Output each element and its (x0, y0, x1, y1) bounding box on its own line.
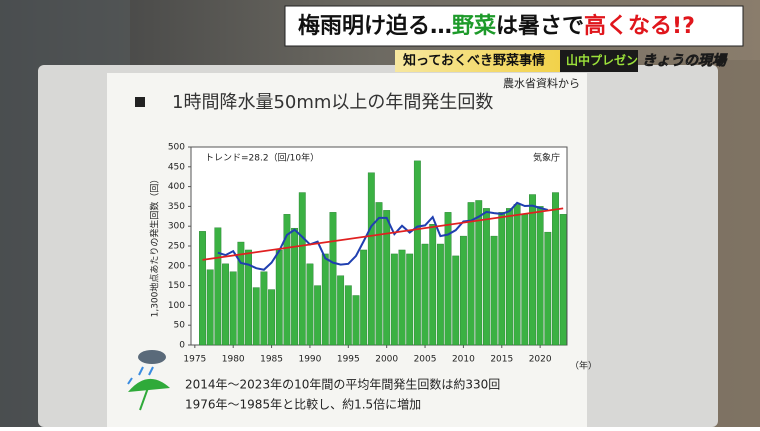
y-tick-label: 250 (168, 242, 185, 252)
x-tick-label: 2015 (490, 355, 513, 365)
bar (436, 243, 444, 346)
bar (390, 253, 398, 346)
bar (490, 235, 498, 346)
y-tick-label: 150 (168, 281, 185, 291)
header-box (284, 5, 744, 47)
bar (483, 208, 490, 346)
bar (321, 253, 329, 346)
bar (360, 249, 368, 346)
bar (275, 249, 283, 346)
x-tick-label: 2000 (375, 355, 398, 365)
y-tick-label: 100 (168, 301, 185, 311)
y-tick-label: 500 (168, 143, 185, 153)
program-logo: きょうの現場 (642, 53, 728, 69)
bar (237, 241, 245, 346)
bar (513, 204, 521, 346)
bar (268, 289, 275, 346)
bar (421, 243, 429, 346)
x-tick-label: 2020 (529, 355, 552, 365)
x-tick-label: 2005 (414, 355, 437, 365)
x-unit: （年） (570, 360, 597, 372)
source: 気象庁 (533, 152, 560, 164)
y-tick-label: 400 (168, 182, 185, 192)
bar (552, 192, 559, 346)
bar (344, 285, 352, 346)
bar (199, 231, 206, 346)
bar (475, 200, 483, 346)
bar (306, 263, 314, 346)
bar (413, 160, 421, 346)
rain-icon (127, 350, 170, 411)
bar (206, 269, 214, 346)
subtitle: 知っておくべき野菜事情 (403, 53, 545, 69)
x-tick-label: 1975 (183, 355, 206, 365)
y-tick-label: 0 (179, 341, 185, 351)
x-tick-label: 1990 (298, 355, 321, 365)
presenter: 山中プレゼン (566, 53, 638, 68)
bar (383, 210, 391, 346)
bar (222, 263, 229, 346)
bar (406, 253, 414, 346)
y-tick-label: 300 (168, 222, 185, 232)
bar (352, 295, 360, 346)
note: 2014年～2023年の10年間の平均年間発生回数は約330回 (185, 377, 500, 392)
annotation: トレンド=28.2（回/10年） (205, 152, 319, 164)
bar (229, 271, 237, 346)
bar (367, 172, 375, 346)
bar (337, 275, 345, 346)
bar (245, 249, 252, 346)
bar (444, 212, 452, 346)
bar (298, 192, 306, 346)
bar (429, 224, 437, 346)
title-bullet (135, 97, 145, 107)
bar (459, 235, 467, 346)
y-tick-label: 200 (168, 261, 185, 271)
subtitle-box (395, 50, 560, 72)
y-tick-label: 50 (174, 321, 186, 331)
bar (529, 194, 536, 346)
bar (291, 227, 299, 346)
bar (375, 202, 383, 346)
y-axis-label: 1,300地点あたりの発生回数（回） (149, 175, 161, 318)
bar (452, 255, 460, 346)
x-tick-label: 1995 (337, 355, 360, 365)
note: 1976年～1985年と比較し、約1.5倍に増加 (185, 397, 421, 412)
bar (260, 271, 268, 346)
x-tick-label: 1980 (222, 355, 245, 365)
presenter-box (560, 50, 638, 72)
bar (559, 214, 567, 346)
bar (521, 214, 529, 346)
x-tick-label: 1985 (260, 355, 283, 365)
bar (506, 208, 513, 346)
x-tick-label: 2010 (452, 355, 475, 365)
source-note: 農水省資料から (503, 76, 580, 90)
bar (214, 227, 222, 346)
bar (314, 285, 322, 346)
bar (536, 206, 544, 346)
trend-line (202, 207, 564, 261)
bar (467, 202, 475, 346)
bar (252, 287, 260, 346)
bar (329, 212, 337, 346)
bar (283, 214, 291, 346)
bar (498, 212, 506, 346)
bar (398, 249, 406, 346)
chart-title: 1時間降水量50mm以上の年間発生回数 (172, 92, 493, 113)
moving-average-line (217, 201, 549, 271)
header-title: 梅雨明け迫る…野菜は暑さで高くなる!? (298, 13, 695, 39)
y-tick-label: 350 (168, 202, 185, 212)
y-tick-label: 450 (168, 162, 185, 172)
bar (544, 231, 552, 346)
